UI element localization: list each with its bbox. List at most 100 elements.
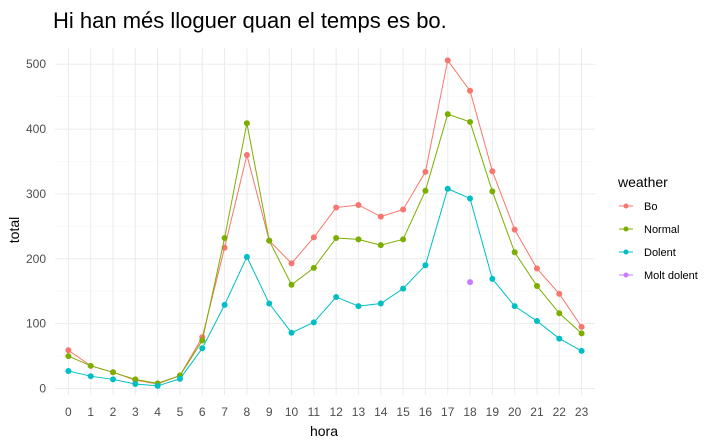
data-point bbox=[221, 235, 228, 242]
series-line-bo bbox=[68, 59, 583, 385]
series-line-normal bbox=[68, 113, 582, 384]
y-axis-title: total bbox=[6, 217, 22, 243]
data-point bbox=[355, 303, 362, 310]
data-point bbox=[288, 260, 295, 267]
x-tick-label: 0 bbox=[65, 405, 72, 419]
y-tick-label: 500 bbox=[26, 57, 46, 71]
data-point bbox=[533, 318, 540, 325]
data-point bbox=[243, 253, 250, 260]
data-point bbox=[489, 275, 496, 282]
data-point bbox=[444, 57, 451, 64]
x-tick-label: 20 bbox=[508, 405, 522, 419]
x-tick-label: 21 bbox=[530, 405, 544, 419]
x-tick-label: 2 bbox=[110, 405, 117, 419]
data-point bbox=[556, 335, 563, 342]
x-axis-title: hora bbox=[310, 423, 338, 439]
data-point bbox=[533, 283, 540, 290]
data-point bbox=[444, 185, 451, 192]
y-tick-label: 0 bbox=[39, 382, 46, 396]
legend-key-point bbox=[623, 272, 629, 278]
data-point bbox=[310, 264, 317, 271]
data-point bbox=[288, 329, 295, 336]
chart-title: Hi han més lloguer quan el temps es bo. bbox=[53, 8, 447, 33]
data-point bbox=[377, 300, 384, 307]
x-tick-label: 23 bbox=[575, 405, 589, 419]
legend: weather Bo Normal Dolent Molt dolent bbox=[617, 174, 698, 282]
data-point bbox=[87, 362, 94, 369]
data-point bbox=[444, 111, 451, 118]
data-point bbox=[489, 168, 496, 175]
y-tick-label: 300 bbox=[26, 187, 46, 201]
x-tick-label: 11 bbox=[308, 405, 321, 419]
y-tick-label: 400 bbox=[26, 122, 46, 136]
data-point bbox=[65, 347, 72, 354]
data-point bbox=[400, 285, 407, 292]
data-point bbox=[556, 290, 563, 297]
data-point bbox=[422, 262, 429, 269]
data-point bbox=[467, 118, 474, 125]
data-point bbox=[377, 213, 384, 220]
x-tick-label: 19 bbox=[486, 405, 500, 419]
x-tick-label: 1 bbox=[87, 405, 94, 419]
data-point bbox=[310, 234, 317, 241]
legend-item-bo: Bo bbox=[619, 201, 657, 213]
legend-item-normal: Normal bbox=[619, 224, 679, 236]
legend-key-point bbox=[623, 226, 629, 232]
data-point bbox=[578, 323, 585, 330]
x-tick-label: 10 bbox=[285, 405, 299, 419]
data-point bbox=[221, 301, 228, 308]
data-point bbox=[154, 382, 161, 389]
data-point bbox=[243, 120, 250, 127]
x-tick-label: 18 bbox=[463, 405, 477, 419]
data-point bbox=[110, 376, 117, 383]
x-tick-label: 6 bbox=[199, 405, 206, 419]
y-axis-ticks: 0 100 200 300 400 500 bbox=[26, 57, 46, 395]
data-point bbox=[422, 168, 429, 175]
data-point bbox=[467, 87, 474, 94]
data-point bbox=[422, 187, 429, 194]
x-tick-label: 7 bbox=[221, 405, 228, 419]
data-point bbox=[333, 204, 340, 211]
series-layer bbox=[65, 57, 585, 389]
legend-item-dolent: Dolent bbox=[619, 247, 676, 259]
data-point bbox=[511, 249, 518, 256]
x-tick-label: 5 bbox=[177, 405, 184, 419]
data-point bbox=[578, 330, 585, 337]
data-point bbox=[110, 369, 117, 376]
y-tick-label: 200 bbox=[26, 252, 46, 266]
data-point bbox=[556, 310, 563, 317]
data-point bbox=[578, 347, 585, 354]
x-tick-label: 12 bbox=[329, 405, 343, 419]
data-point bbox=[511, 226, 518, 233]
legend-label: Bo bbox=[644, 201, 657, 213]
data-point bbox=[489, 188, 496, 195]
grid bbox=[55, 48, 595, 395]
legend-key-point bbox=[623, 249, 629, 255]
data-point bbox=[266, 237, 273, 244]
x-tick-label: 22 bbox=[553, 405, 567, 419]
data-point bbox=[199, 345, 206, 352]
legend-label: Molt dolent bbox=[644, 270, 698, 282]
data-point bbox=[199, 337, 206, 344]
data-point bbox=[132, 380, 139, 387]
data-point bbox=[511, 303, 518, 310]
data-point bbox=[87, 373, 94, 380]
x-tick-label: 3 bbox=[132, 405, 139, 419]
legend-title: weather bbox=[617, 174, 668, 190]
y-tick-label: 100 bbox=[26, 317, 46, 331]
x-tick-label: 15 bbox=[396, 405, 410, 419]
x-tick-label: 9 bbox=[266, 405, 273, 419]
data-point bbox=[310, 319, 317, 326]
x-tick-label: 14 bbox=[374, 405, 388, 419]
data-point bbox=[176, 375, 183, 382]
data-point bbox=[243, 152, 250, 159]
data-point bbox=[377, 242, 384, 249]
data-point bbox=[65, 353, 72, 360]
data-point bbox=[355, 236, 362, 243]
data-point bbox=[400, 206, 407, 213]
legend-key-point bbox=[623, 203, 629, 209]
x-tick-label: 13 bbox=[352, 405, 366, 419]
legend-item-molt-dolent: Molt dolent bbox=[619, 270, 698, 282]
data-point bbox=[266, 300, 273, 307]
